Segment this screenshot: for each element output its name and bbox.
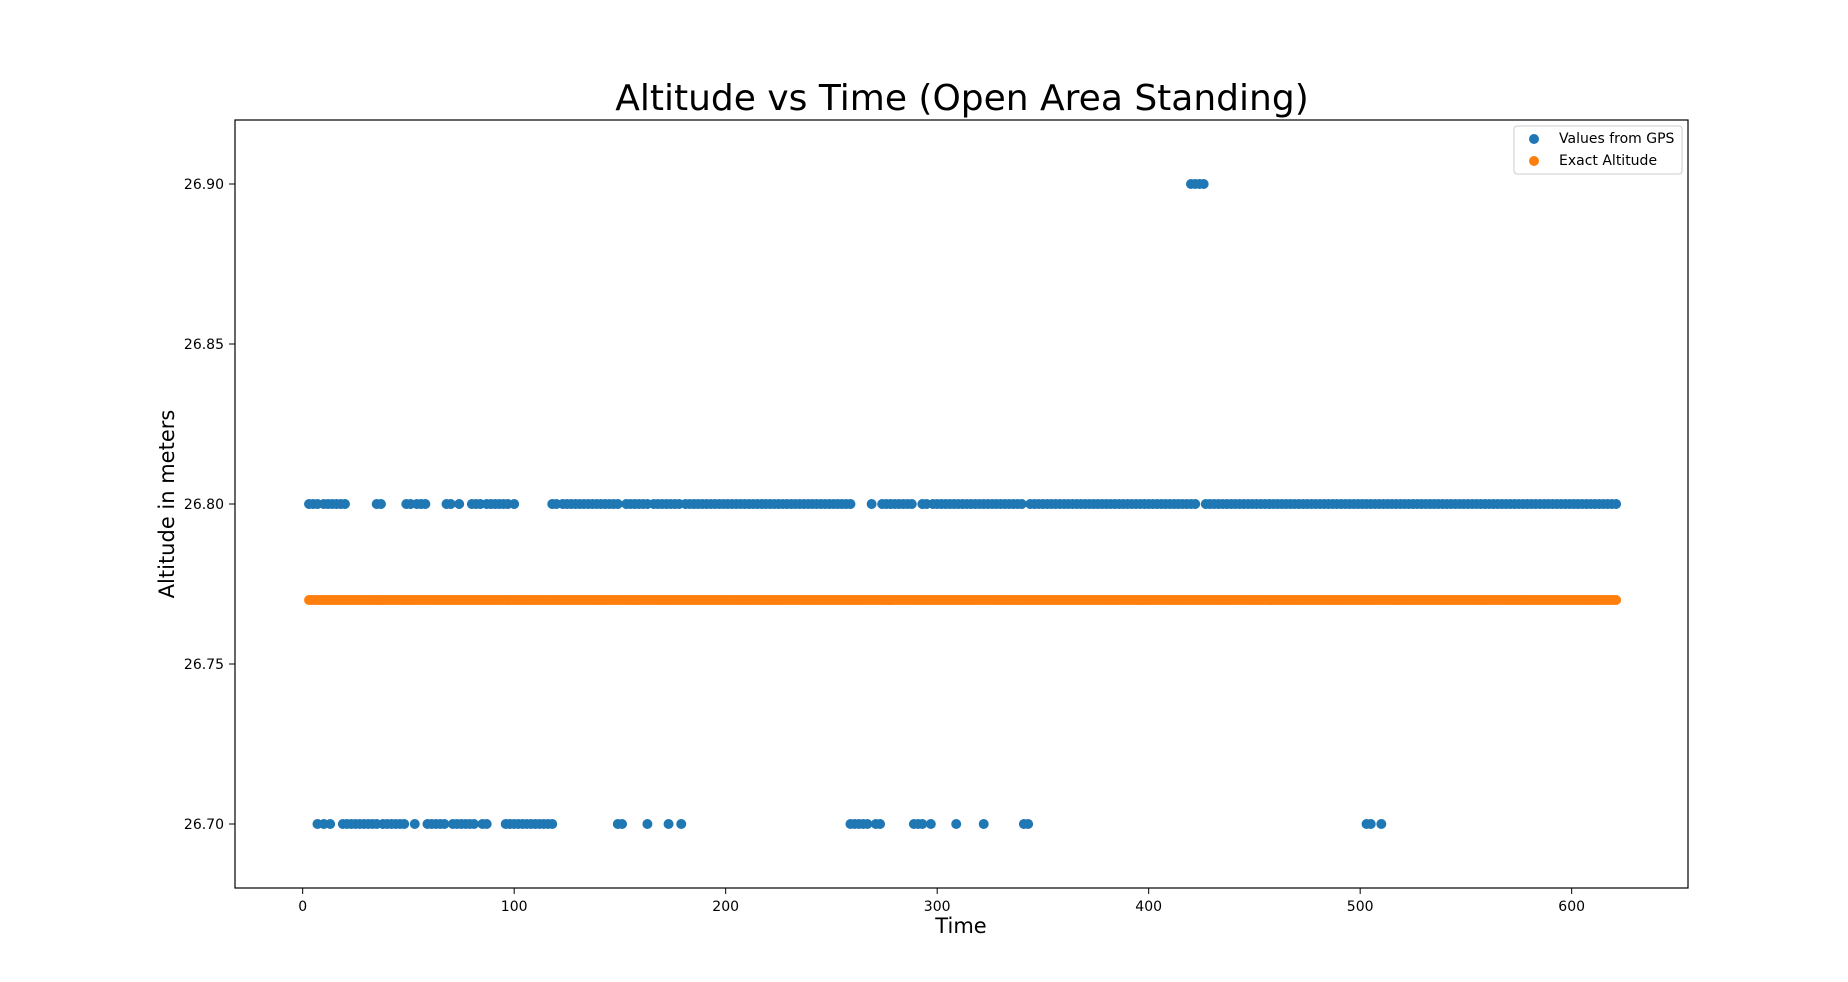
data-point [399,819,410,829]
y-tick-label: 26.90 [184,177,224,193]
data-point [978,819,989,829]
x-tick-label: 400 [1135,899,1162,915]
data-point [420,499,431,509]
y-axis: 26.70 26.75 26.80 26.85 26.90 [184,177,235,833]
data-point [445,499,456,509]
legend-marker-exact [1529,156,1539,166]
data-point [845,499,856,509]
series-values-from-gps [304,179,1622,829]
data-point [454,499,465,509]
data-point [866,499,877,509]
data-point [375,499,386,509]
data-point [663,819,674,829]
plot-area [304,179,1622,829]
data-point [875,819,886,829]
x-axis: 0 100 200 300 400 500 600 [298,888,1585,915]
x-tick-label: 200 [712,899,739,915]
data-point [906,499,917,509]
y-tick-label: 26.70 [184,817,224,833]
legend-label-gps: Values from GPS [1559,131,1675,147]
series-exact-altitude [304,595,1622,605]
x-tick-label: 300 [924,899,951,915]
data-point [1365,819,1376,829]
data-point [1611,499,1622,509]
data-point [1198,179,1209,189]
data-point [676,819,687,829]
data-point [1611,595,1622,605]
y-tick-label: 26.85 [184,337,224,353]
x-tick-label: 500 [1347,899,1374,915]
x-tick-label: 0 [298,899,307,915]
data-point [439,819,450,829]
y-tick-label: 26.80 [184,497,224,513]
data-point [481,819,492,829]
legend-label-exact: Exact Altitude [1559,153,1657,169]
data-point [468,819,479,829]
data-point [1376,819,1387,829]
data-point [612,499,623,509]
data-point [925,819,936,829]
data-point [917,819,928,829]
legend-box [1513,125,1683,175]
data-point [547,819,558,829]
data-point [339,499,350,509]
x-tick-label: 600 [1558,899,1585,915]
data-point [1023,819,1034,829]
legend: Values from GPS Exact Altitude [1513,125,1683,175]
data-point [1016,499,1027,509]
data-point [642,819,653,829]
x-tick-label: 100 [501,899,528,915]
x-axis-label: Time [934,914,986,938]
y-axis-label: Altitude in meters [155,410,179,599]
data-point [1190,499,1201,509]
data-point [325,819,336,829]
data-point [617,819,628,829]
legend-marker-gps [1529,134,1539,144]
data-point [509,499,520,509]
chart-title: Altitude vs Time (Open Area Standing) [615,78,1309,119]
data-point [409,819,420,829]
y-tick-label: 26.75 [184,657,224,673]
data-point [951,819,962,829]
data-point [862,819,873,829]
